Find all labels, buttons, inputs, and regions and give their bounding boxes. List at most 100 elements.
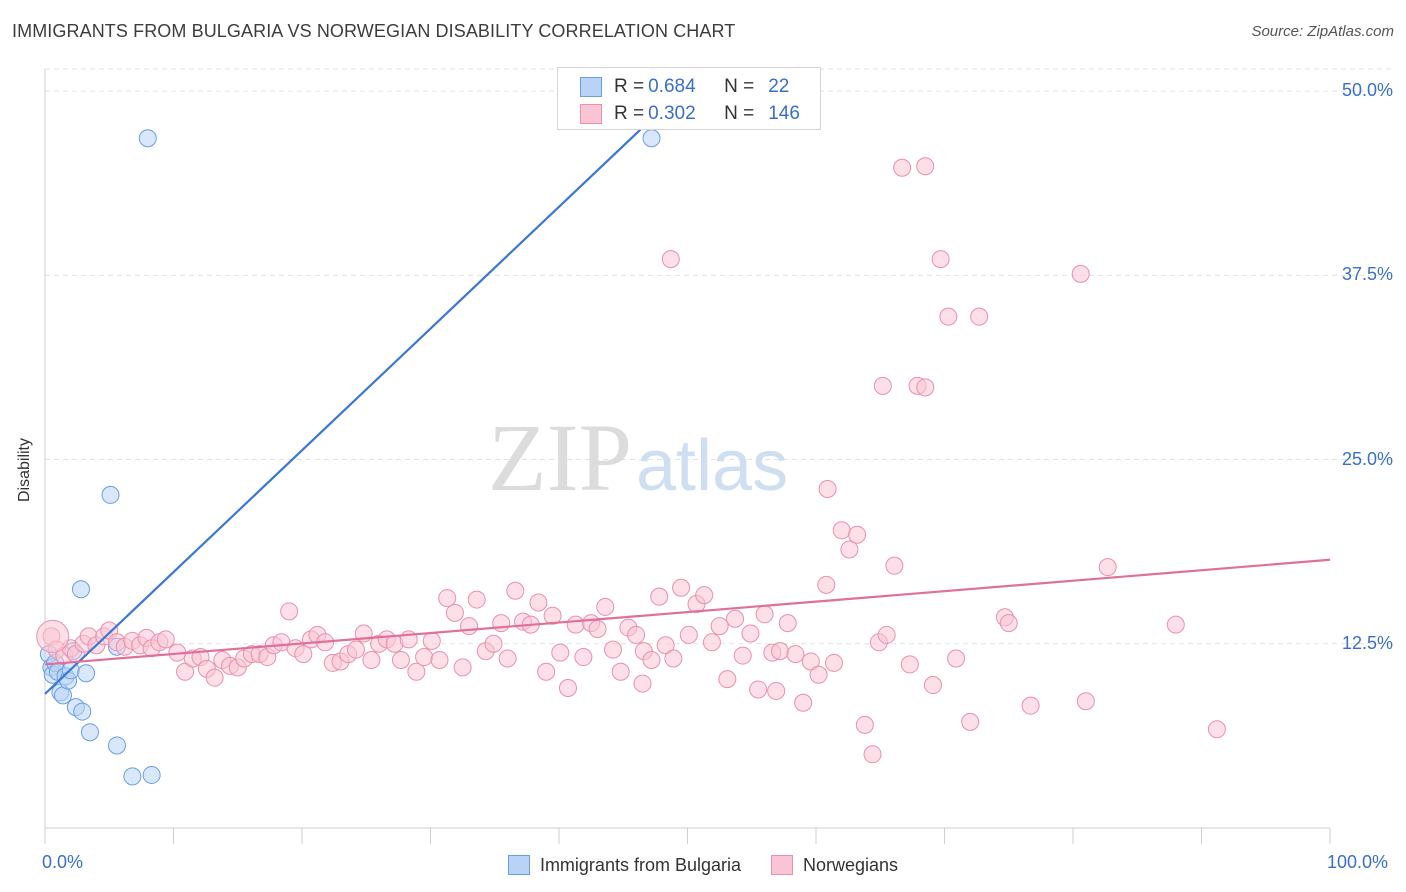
norwegian-point bbox=[543, 606, 562, 625]
norwegian-point bbox=[939, 307, 958, 326]
norwegian-point bbox=[741, 624, 760, 643]
norwegian-point bbox=[832, 521, 851, 540]
norwegian-point bbox=[438, 589, 457, 608]
norwegian-point bbox=[771, 642, 790, 661]
norwegian-point bbox=[664, 649, 683, 668]
norwegian-point bbox=[855, 715, 874, 734]
norwegian-point bbox=[786, 645, 805, 664]
norwegian-point bbox=[970, 307, 989, 326]
y-tick-label: 12.5% bbox=[1341, 632, 1393, 653]
norwegian-point bbox=[710, 617, 729, 636]
norwegian-point bbox=[900, 655, 919, 674]
norwegian-point bbox=[415, 648, 434, 667]
norwegian-point bbox=[492, 614, 511, 633]
trend-lines bbox=[44, 90, 1331, 695]
bulgaria-trend-line bbox=[44, 90, 682, 695]
norwegian-point bbox=[809, 665, 828, 684]
legend-label-bulgaria: Immigrants from Bulgaria bbox=[539, 854, 741, 875]
norwegian-point bbox=[633, 674, 652, 693]
norwegian-point bbox=[650, 587, 669, 606]
legend-swatch-bulgaria bbox=[507, 855, 530, 875]
norwegian-point bbox=[176, 662, 195, 681]
norwegian-point bbox=[588, 620, 607, 639]
watermark-zip: ZIP bbox=[488, 404, 632, 511]
norwegian-point bbox=[1098, 558, 1117, 577]
norwegian-point bbox=[1021, 696, 1040, 715]
norwegian-point bbox=[848, 525, 867, 544]
norwegian-point bbox=[923, 676, 942, 695]
norwegian-point bbox=[611, 662, 630, 681]
norwegian-point bbox=[767, 681, 786, 700]
bulgaria-point bbox=[642, 129, 661, 148]
norwegian-point bbox=[362, 650, 381, 669]
norwegian-point bbox=[817, 575, 836, 594]
norwegian-point bbox=[1166, 615, 1185, 634]
norwegian-point bbox=[931, 250, 950, 269]
norwegian-point bbox=[1207, 720, 1226, 739]
norwegian-point bbox=[551, 643, 570, 662]
norwegian-point bbox=[749, 680, 768, 699]
source-label: Source: ZipAtlas.com bbox=[1251, 23, 1394, 40]
bulgaria-point bbox=[71, 580, 90, 599]
legend-row-bulgaria: R = 0.684 N = 22 bbox=[580, 74, 789, 100]
norwegian-point bbox=[916, 378, 935, 397]
bulgaria-point bbox=[77, 664, 96, 683]
norwegian-point bbox=[484, 634, 503, 653]
y-tick-label: 37.5% bbox=[1341, 264, 1393, 285]
norwegian-point bbox=[498, 649, 517, 668]
norwegian-point bbox=[885, 556, 904, 575]
legend-r-value: 0.684 bbox=[648, 76, 696, 97]
norwegian-point bbox=[430, 650, 449, 669]
legend-n-label: N = bbox=[724, 76, 755, 97]
norwegian-cluster-point bbox=[36, 619, 70, 653]
norwegian-point bbox=[733, 646, 752, 665]
norwegian-point bbox=[537, 662, 556, 681]
norwegian-point bbox=[1071, 264, 1090, 283]
norwegian-point bbox=[801, 652, 820, 671]
legend-r-value: 0.302 bbox=[648, 103, 696, 124]
norwegian-point bbox=[603, 640, 622, 659]
norwegian-point bbox=[702, 633, 721, 652]
norwegian-point bbox=[280, 602, 299, 621]
watermark: ZIP atlas bbox=[488, 404, 788, 511]
legend-n-label: N = bbox=[724, 103, 755, 124]
norwegian-point bbox=[873, 376, 892, 395]
grid bbox=[45, 68, 1394, 645]
y-axis-label-wrap: Disability bbox=[5, 400, 45, 540]
x-tick-label-min: 0.0% bbox=[42, 852, 84, 872]
norwegian-point bbox=[778, 614, 797, 633]
bulgaria-point bbox=[101, 485, 120, 504]
watermark-atlas: atlas bbox=[636, 426, 788, 506]
norwegian-point bbox=[840, 540, 859, 559]
norwegian-point bbox=[961, 712, 980, 731]
norwegian-point bbox=[877, 625, 896, 644]
norwegian-point bbox=[558, 678, 577, 697]
legend-label-norwegians: Norwegians bbox=[803, 854, 899, 875]
norwegian-point bbox=[627, 625, 646, 644]
norwegian-point bbox=[506, 581, 525, 600]
legend-n-value: 146 bbox=[768, 103, 800, 124]
bulgaria-point bbox=[73, 702, 92, 721]
norwegian-point bbox=[755, 605, 774, 624]
norwegian-point bbox=[156, 630, 175, 649]
norwegian-point bbox=[947, 649, 966, 668]
norwegian-point bbox=[422, 631, 441, 650]
legend-swatch-norwegians bbox=[771, 855, 793, 875]
legend-r-label: R = bbox=[614, 76, 645, 97]
norwegian-point bbox=[642, 650, 661, 669]
norwegian-point bbox=[726, 609, 745, 628]
y-tick-label: 25.0% bbox=[1341, 448, 1393, 469]
norwegian-point bbox=[679, 625, 698, 644]
norwegian-point bbox=[453, 658, 472, 677]
legend-swatch-bulgaria bbox=[580, 77, 602, 97]
legend-correlation: R = 0.684 N = 22 R = 0.302 N = 146 bbox=[557, 67, 821, 130]
legend-item-norwegians: Norwegians bbox=[771, 855, 898, 876]
bulgaria-point bbox=[123, 767, 142, 786]
data-points bbox=[36, 129, 1226, 786]
norwegian-point bbox=[863, 745, 882, 764]
legend-item-bulgaria: Immigrants from Bulgaria bbox=[507, 854, 741, 876]
norwegian-point bbox=[574, 648, 593, 667]
legend-row-norwegians: R = 0.302 N = 146 bbox=[580, 101, 800, 127]
norwegian-point bbox=[893, 158, 912, 177]
